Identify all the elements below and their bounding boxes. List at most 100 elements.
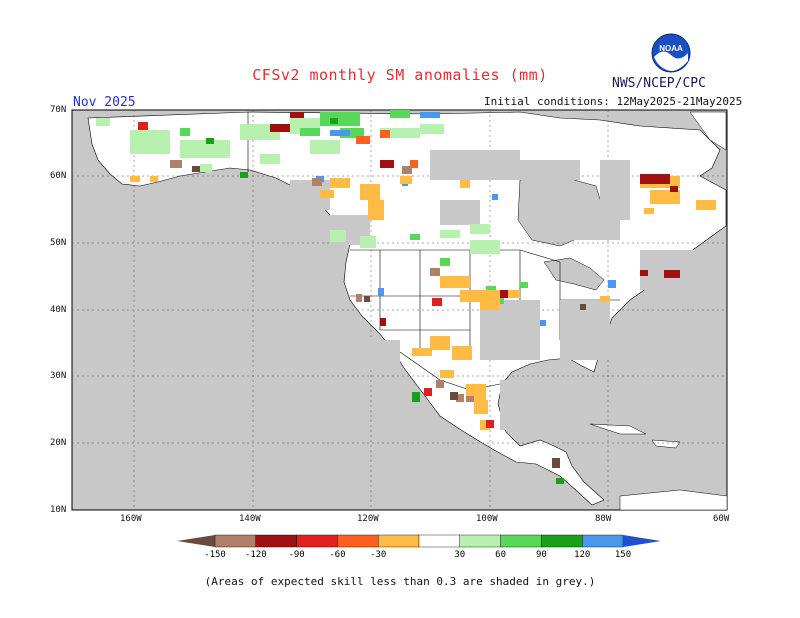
anomaly-cell: [390, 110, 410, 118]
anomaly-cell: [608, 280, 616, 288]
anomaly-cell: [412, 392, 420, 402]
anomaly-cell: [180, 140, 230, 158]
anomaly-cell: [474, 400, 488, 414]
anomaly-cell: [378, 288, 384, 296]
anomaly-cell: [368, 200, 384, 220]
colorbar-label: 30: [454, 550, 465, 560]
colorbar-segment: [214, 534, 256, 548]
colorbar-segment: [500, 534, 542, 548]
anomaly-cell: [380, 128, 420, 138]
anomaly-cell: [552, 458, 560, 468]
colorbar-segment: [459, 534, 501, 548]
anomaly-cell: [670, 186, 678, 192]
anomaly-cell: [480, 420, 490, 430]
anomaly-cell: [460, 180, 470, 188]
anomaly-cell: [432, 298, 442, 306]
anomaly-cell: [696, 200, 716, 210]
anomaly-cell: [400, 176, 412, 184]
anomaly-cell: [520, 282, 528, 288]
lat-label-60n: 60N: [50, 171, 67, 181]
colorbar-segment: [418, 534, 460, 548]
colorbar-label: -30: [370, 550, 386, 560]
anomaly-cell: [360, 184, 380, 200]
anomaly-cell: [270, 124, 290, 132]
anomaly-cell: [492, 194, 498, 200]
lon-label-80w: 80W: [595, 514, 612, 524]
anomaly-map: -150 -120 -90 -60 -30 30 60 90 120 150: [71, 109, 728, 560]
anomaly-cell: [556, 478, 564, 484]
anomaly-cell: [180, 128, 190, 136]
anomaly-cell: [440, 258, 450, 266]
colorbar-label: 120: [574, 550, 590, 560]
great-lakes: [543, 257, 605, 291]
anomaly-cell: [664, 270, 680, 278]
anomaly-cell: [500, 290, 520, 298]
anomaly-cell: [150, 176, 158, 182]
colorbar-label: 60: [495, 550, 506, 560]
noaa-logo-icon: NOAA: [651, 33, 691, 73]
colorbar-segment: [255, 534, 297, 548]
low-skill-patch: [360, 340, 400, 370]
anomaly-cell: [650, 190, 680, 204]
anomaly-cell: [380, 130, 390, 138]
low-skill-patch: [600, 160, 630, 220]
anomaly-cell: [200, 164, 212, 172]
anomaly-cell: [320, 190, 334, 198]
anomaly-cell: [380, 318, 386, 326]
lon-label-140w: 140W: [239, 514, 261, 524]
anomaly-cell: [486, 420, 494, 428]
anomaly-cell: [640, 270, 648, 276]
colorbar-high-arrow: [623, 535, 661, 547]
anomaly-cell: [290, 112, 304, 118]
agency-label: NWS/NCEP/CPC: [612, 76, 706, 91]
forecast-month: Nov 2025: [73, 95, 136, 110]
anomaly-cell: [440, 230, 460, 238]
anomaly-cell: [466, 396, 474, 402]
colorbar-label: -90: [288, 550, 304, 560]
colorbar-label: -60: [329, 550, 345, 560]
anomaly-cell: [460, 290, 500, 302]
skill-footnote: (Areas of expected skill less than 0.3 a…: [204, 575, 596, 588]
anomaly-cell: [356, 294, 362, 302]
anomaly-cell: [450, 392, 458, 400]
anomaly-cell: [402, 166, 412, 174]
lon-label-160w: 160W: [120, 514, 142, 524]
anomaly-cell: [470, 240, 500, 254]
anomaly-cell: [330, 118, 338, 124]
map-title: CFSv2 monthly SM anomalies (mm): [252, 66, 548, 84]
anomaly-cell: [330, 130, 350, 136]
lon-label-120w: 120W: [357, 514, 379, 524]
initial-conditions: Initial conditions: 12May2025-21May2025: [484, 95, 743, 108]
anomaly-cell: [330, 230, 346, 242]
colorbar-label: 90: [536, 550, 547, 560]
low-skill-patch: [430, 150, 520, 180]
anomaly-cell: [360, 236, 376, 248]
anomaly-cell: [424, 388, 432, 396]
anomaly-cell: [300, 128, 320, 136]
anomaly-cell: [540, 320, 546, 326]
anomaly-cell: [430, 336, 450, 350]
anomaly-cell: [130, 130, 170, 154]
anomaly-cell: [260, 154, 280, 164]
lat-label-10n: 10N: [50, 505, 67, 515]
lon-label-100w: 100W: [476, 514, 498, 524]
colorbar-label: -150: [204, 550, 226, 560]
anomaly-cell: [364, 296, 370, 302]
lat-label-20n: 20N: [50, 438, 67, 448]
svg-text:NOAA: NOAA: [659, 44, 683, 53]
anomaly-cell: [312, 178, 322, 186]
anomaly-cell: [340, 128, 364, 138]
anomaly-cell: [580, 304, 586, 310]
anomaly-cell: [452, 346, 472, 360]
anomaly-cell: [470, 224, 490, 234]
colorbar-low-arrow: [177, 535, 215, 547]
lat-label-50n: 50N: [50, 238, 67, 248]
anomaly-cell: [420, 124, 444, 134]
colorbar-label: -120: [245, 550, 267, 560]
anomaly-cell: [440, 276, 470, 288]
greenland: [689, 111, 727, 151]
anomaly-cell: [436, 380, 444, 388]
anomaly-cell: [410, 234, 420, 240]
colorbar-segment: [337, 534, 379, 548]
colorbar-segment: [296, 534, 338, 548]
